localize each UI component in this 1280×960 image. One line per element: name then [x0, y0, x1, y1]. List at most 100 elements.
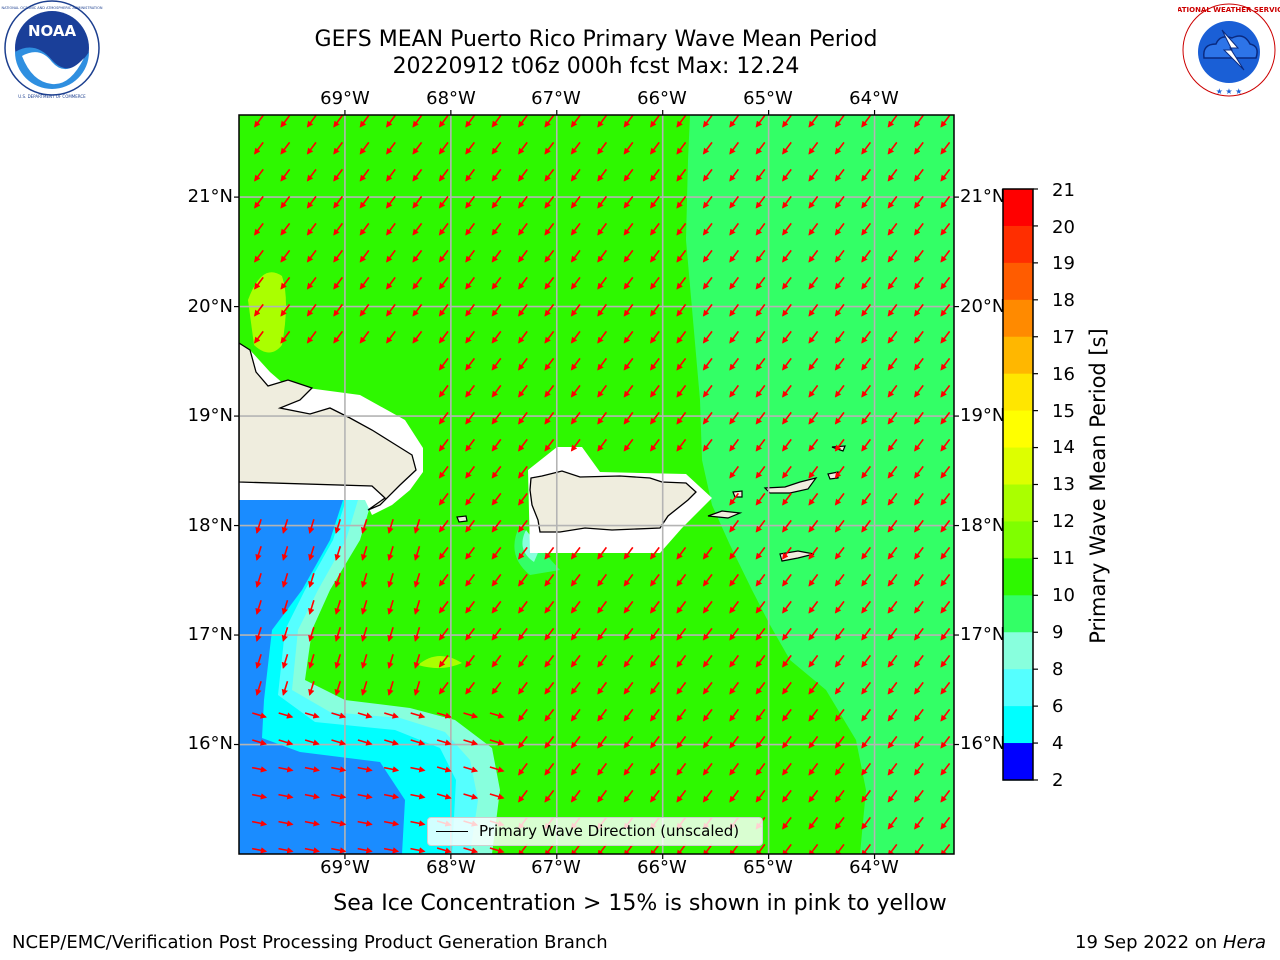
- wave-arrow: [386, 303, 396, 317]
- wave-arrow: [438, 546, 449, 560]
- wave-arrow: [755, 330, 766, 344]
- colorbar-band: [1003, 299, 1033, 338]
- wave-arrow: [755, 519, 766, 533]
- wave-arrow: [782, 816, 792, 830]
- wave-arrow: [436, 712, 452, 719]
- wave-arrow: [940, 600, 951, 614]
- wave-arrow: [544, 411, 555, 425]
- colorbar-tick: 20: [1052, 217, 1075, 238]
- wave-arrow: [729, 519, 740, 533]
- wave-arrow: [463, 712, 479, 719]
- wave-arrow: [436, 766, 452, 773]
- wave-arrow: [861, 762, 872, 776]
- wave-arrow: [861, 168, 872, 182]
- wave-arrow: [834, 195, 845, 209]
- wave-arrow: [357, 712, 373, 719]
- wave-arrow: [782, 249, 792, 263]
- wave-arrow: [491, 384, 502, 398]
- wave-arrow: [518, 357, 528, 371]
- wave-arrow: [304, 793, 320, 800]
- colorbar-band: [1003, 410, 1033, 449]
- wave-arrow: [650, 735, 660, 749]
- colorbar-tick: 9: [1052, 622, 1064, 643]
- wave-arrow: [887, 465, 898, 479]
- colorbar-band: [1003, 447, 1033, 486]
- wave-arrow: [676, 627, 687, 641]
- wave-arrow: [383, 766, 400, 773]
- wave-arrow: [491, 465, 502, 479]
- wave-arrow: [623, 141, 634, 155]
- wave-arrow: [491, 276, 502, 290]
- wave-arrow: [676, 573, 687, 587]
- wave-arrow: [463, 739, 479, 746]
- wave-arrow: [308, 654, 315, 669]
- wave-arrow: [383, 847, 400, 854]
- wave-arrow: [252, 712, 267, 719]
- legend-label: Primary Wave Direction (unscaled): [479, 822, 740, 840]
- wave-arrow: [465, 519, 476, 533]
- wave-arrow: [412, 249, 423, 263]
- wave-arrow: [676, 789, 687, 803]
- wave-arrow: [676, 276, 687, 290]
- sea-ice-note: Sea Ice Concentration > 15% is shown in …: [333, 891, 947, 916]
- wave-arrow: [782, 789, 792, 803]
- wave-arrow: [755, 438, 766, 452]
- wave-arrow: [438, 654, 449, 668]
- colorbar-band: [1003, 225, 1033, 264]
- wave-arrow: [861, 115, 872, 128]
- nws-stars: ★ ★ ★: [1216, 87, 1243, 96]
- wave-arrow: [861, 249, 872, 263]
- wave-arrow: [465, 195, 476, 209]
- wave-arrow: [465, 654, 476, 668]
- legend-line-swatch: [436, 831, 468, 832]
- wave-arrow: [676, 546, 687, 560]
- lon-label-top-65w: 65°W: [743, 88, 793, 109]
- wave-arrow: [940, 249, 951, 263]
- lat-label-right-21n: 21°N: [960, 186, 1006, 207]
- wave-arrow: [914, 762, 924, 776]
- lon-label-bottom-64w: 64°W: [849, 857, 899, 878]
- wave-arrow: [940, 411, 951, 425]
- wave-arrow: [387, 546, 394, 561]
- wave-arrow: [887, 735, 898, 749]
- wave-arrow: [306, 141, 317, 155]
- wave-arrow: [808, 384, 819, 398]
- wave-arrow: [280, 222, 291, 236]
- wave-arrow: [755, 546, 766, 560]
- wave-arrow: [887, 654, 898, 668]
- wave-arrow: [359, 115, 370, 128]
- wave-arrow: [755, 168, 766, 182]
- wave-arrow: [755, 141, 766, 155]
- wave-arrow: [491, 115, 502, 128]
- wave-arrow: [940, 303, 951, 317]
- wave-arrow: [650, 600, 660, 614]
- wave-arrow: [306, 303, 317, 317]
- wave-arrow: [387, 600, 394, 615]
- wave-arrow: [623, 735, 634, 749]
- wave-arrow: [331, 793, 347, 800]
- wave-arrow: [914, 492, 924, 506]
- wave-arrow: [808, 735, 819, 749]
- wave-arrow: [308, 519, 315, 534]
- wave-arrow: [676, 357, 687, 371]
- wave-arrow: [914, 411, 924, 425]
- wave-arrow: [755, 411, 766, 425]
- colorbar-band: [1003, 189, 1033, 227]
- wave-arrow: [333, 168, 344, 182]
- wave-arrow: [808, 222, 819, 236]
- wave-arrow: [623, 654, 634, 668]
- colorbar-band: [1003, 373, 1033, 412]
- wave-arrow: [386, 330, 396, 344]
- wave-arrow: [676, 330, 687, 344]
- wave-arrow: [518, 303, 528, 317]
- wave-arrow: [676, 654, 687, 668]
- wave-arrow: [887, 411, 898, 425]
- wave-arrow: [280, 115, 291, 128]
- wave-arrow: [650, 384, 660, 398]
- wave-arrow: [940, 519, 951, 533]
- wave-arrow: [729, 789, 740, 803]
- colorbar-tick: 12: [1052, 511, 1075, 532]
- wave-arrow: [333, 276, 344, 290]
- wave-arrow: [623, 303, 634, 317]
